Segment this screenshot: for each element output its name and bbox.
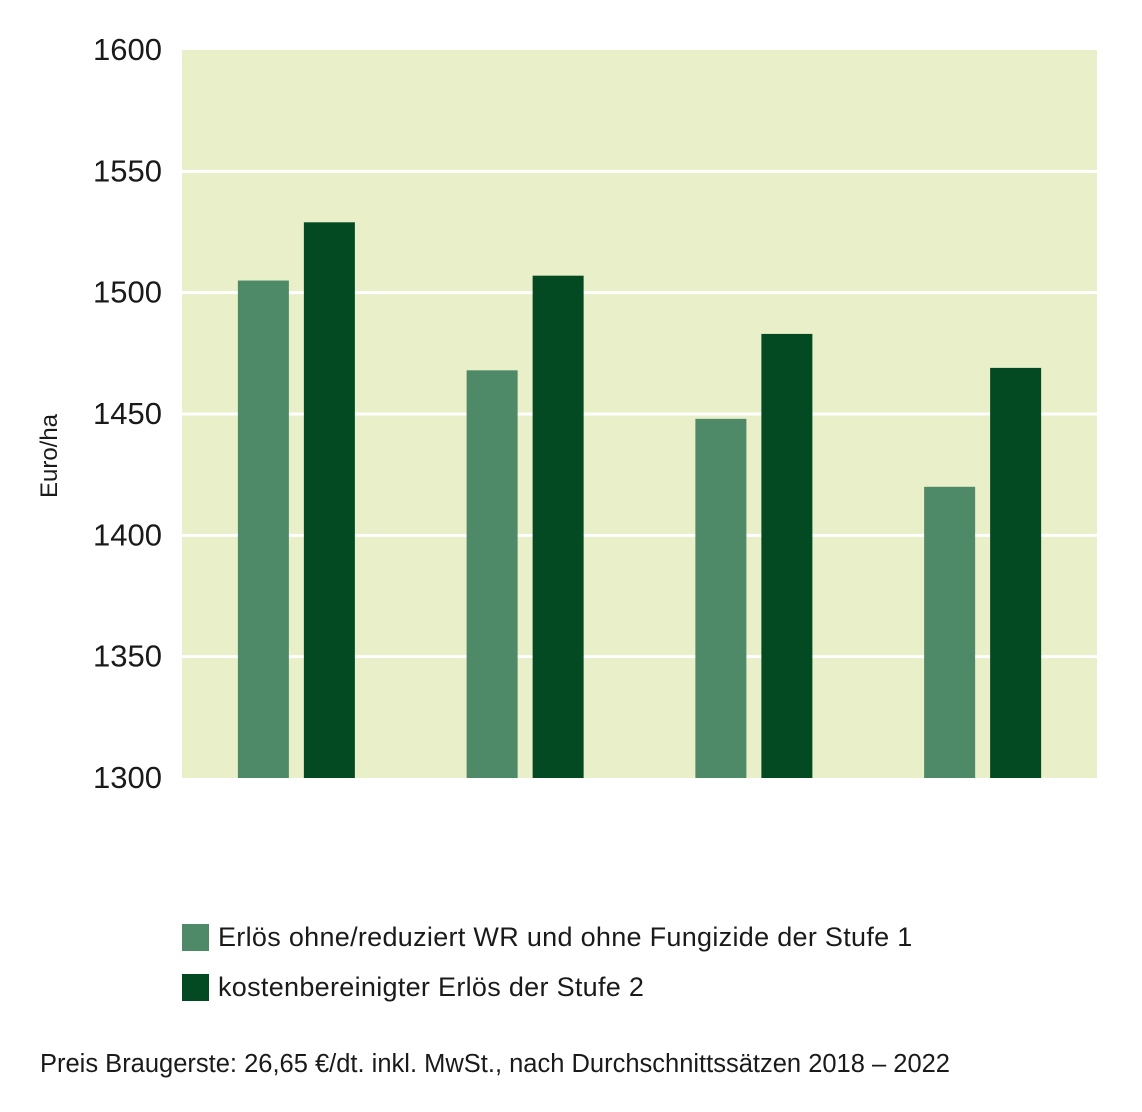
y-tick-label: 1350	[93, 639, 162, 674]
y-tick-label: 1400	[93, 517, 162, 552]
y-tick-label: 1600	[93, 32, 162, 67]
y-tick-label: 1450	[93, 396, 162, 431]
bars	[237, 222, 1042, 778]
bar-accordine-series-1	[924, 486, 976, 778]
bar-accordine-series-2	[990, 367, 1042, 778]
footnote: Preis Braugerste: 26,65 €/dt. inkl. MwSt…	[40, 1050, 950, 1078]
legend-swatch-series-2	[182, 973, 209, 1001]
bar-lexy-series-1	[237, 280, 289, 778]
bar-prospect-series-1	[695, 418, 747, 778]
y-tick-label: 1300	[93, 760, 162, 795]
y-tick-label: 1550	[93, 153, 162, 188]
legend-label-series-2: kostenbereinigter Erlös der Stufe 2	[218, 971, 645, 1002]
legend-item-series-1: Erlös ohne/reduziert WR und ohne Fungizi…	[182, 918, 913, 956]
bar-prospect-series-2	[761, 333, 813, 778]
y-axis-label: Euro/ha	[36, 413, 63, 499]
legend: Erlös ohne/reduziert WR und ohne Fungizi…	[182, 918, 913, 1018]
y-axis-ticks: 1300 1350 1400 1450 1500 1550 1600	[93, 32, 162, 795]
legend-label-series-1: Erlös ohne/reduziert WR und ohne Fungizi…	[218, 921, 913, 952]
legend-item-series-2: kostenbereinigter Erlös der Stufe 2	[182, 968, 913, 1006]
legend-swatch-series-1	[182, 923, 209, 951]
bar-lexy-series-2	[303, 222, 355, 778]
y-tick-label: 1500	[93, 275, 162, 310]
bar-amidala-series-2	[532, 275, 584, 778]
bar-amidala-series-1	[466, 370, 518, 778]
